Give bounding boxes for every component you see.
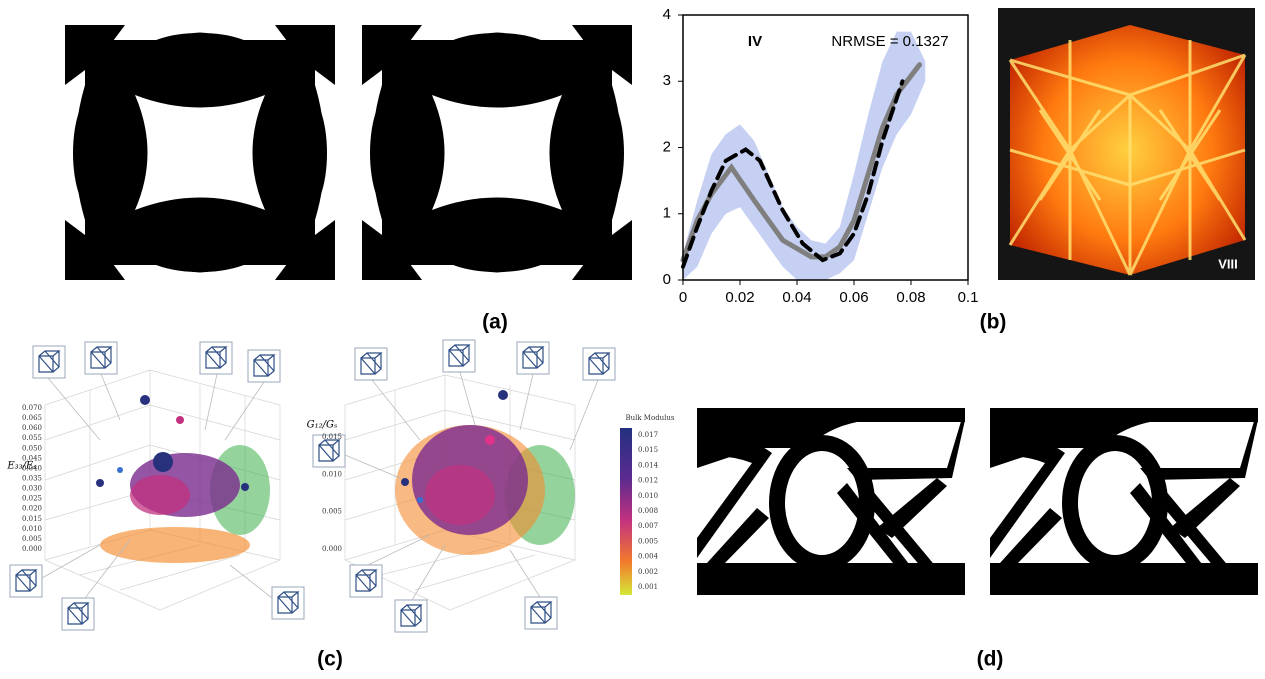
figure: (a) 0 1 2 3 4 0 0.02 0.04 0.06 0.08 0.1 IV NRMSE = 0… <box>0 0 1265 679</box>
colorbar-tick-label: 0.005 <box>638 537 658 545</box>
y-tick-label: 0 <box>663 271 671 288</box>
colorbar-tick-label: 0.002 <box>638 568 658 576</box>
x-tick-label: 0 <box>679 289 687 306</box>
axis-tick-label: 0.030 <box>22 485 42 493</box>
colorbar <box>620 428 632 595</box>
x-tick-label: 0.04 <box>782 289 811 306</box>
annotation: NRMSE = 0.1327 <box>831 33 948 50</box>
axis-tick-label: 0.015 <box>22 515 42 523</box>
y-tick-label: 4 <box>663 6 671 23</box>
line-chart: 0 1 2 3 4 0 0.02 0.04 0.06 0.08 0.1 IV NRMSE = 0.132… <box>663 6 979 306</box>
axis-tick-label: 0.045 <box>22 454 42 462</box>
colorbar-tick-label: 0.010 <box>638 492 658 500</box>
y-tick-label: 3 <box>663 72 671 89</box>
axis-tick-label: 0.065 <box>22 414 42 422</box>
colorbar-tick-label: 0.015 <box>638 446 658 454</box>
axis-tick-label: 0.000 <box>22 545 42 553</box>
axis-tick-label: 0.025 <box>22 495 42 503</box>
topology-image <box>990 408 1258 595</box>
lattice-photo: VIII <box>998 8 1255 280</box>
axis-tick-label: 0.035 <box>22 475 42 483</box>
colorbar-tick-label: 0.014 <box>638 461 659 469</box>
axis-tick-label: 0.020 <box>22 505 42 513</box>
colorbar-tick-label: 0.004 <box>638 553 659 561</box>
photo-label: VIII <box>1218 256 1238 271</box>
topology-image <box>697 408 965 595</box>
panel-label: (c) <box>317 648 343 671</box>
x-tick-label: 0.08 <box>896 289 925 306</box>
topology-image <box>362 25 632 280</box>
panel-label: (a) <box>482 311 508 334</box>
axis-tick-label: 0.050 <box>22 444 42 452</box>
axis-tick-label: 0.005 <box>322 508 342 516</box>
y-tick-label: 1 <box>663 205 671 222</box>
colorbar-tick-label: 0.012 <box>638 477 658 485</box>
x-tick-label: 0.1 <box>958 289 979 306</box>
scatter-3d-right <box>313 340 615 632</box>
y-tick-label: 2 <box>663 138 671 155</box>
colorbar-tick-label: 0.007 <box>638 522 658 530</box>
axis-tick-label: 0.010 <box>322 470 342 478</box>
axis-tick-label: 0.060 <box>22 424 42 432</box>
x-tick-label: 0.02 <box>725 289 754 306</box>
x-tick-label: 0.06 <box>839 289 868 306</box>
axis-tick-label: 0.005 <box>22 535 42 543</box>
scatter-3d-left <box>10 342 304 630</box>
axis-tick-label: 0.010 <box>22 525 42 533</box>
colorbar-tick-label: 0.001 <box>638 583 658 591</box>
axis-tick-label: 0.040 <box>22 464 42 472</box>
axis-tick-label: 0.015 <box>322 433 342 441</box>
axis-label: G₁₂/Gₛ <box>307 420 338 431</box>
annotation: IV <box>748 33 762 50</box>
axis-tick-label: 0.055 <box>22 434 42 442</box>
colorbar-title: Bulk Modulus <box>625 414 674 422</box>
axis-tick-label: 0.000 <box>322 545 342 553</box>
panel-label: (d) <box>977 648 1004 671</box>
colorbar-tick-label: 0.017 <box>638 431 658 439</box>
panel-label: (b) <box>980 311 1007 334</box>
colorbar-tick-label: 0.008 <box>638 507 658 515</box>
topology-image <box>65 25 335 280</box>
axis-tick-label: 0.070 <box>22 404 42 412</box>
